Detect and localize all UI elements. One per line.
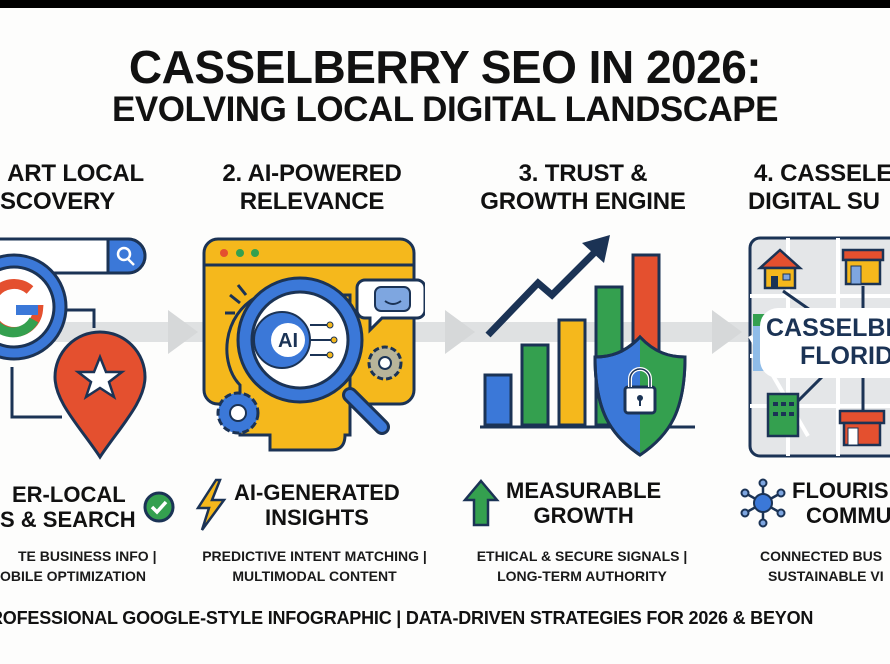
top-black-bar <box>0 0 890 8</box>
flow-arrow-icon <box>168 310 198 354</box>
svg-text:AI: AI <box>278 330 298 352</box>
footer-tagline: ROFESSIONAL GOOGLE-STYLE INFOGRAPHIC | D… <box>0 608 814 628</box>
step-3-details: ETHICAL & SECURE SIGNALS | LONG-TERM AUT… <box>476 548 688 584</box>
main-title: CASSELBERRY SEO IN 2026: <box>128 41 762 93</box>
step-4-title: 4. CASSELE DIGITAL SU <box>748 160 890 215</box>
network-hub-icon <box>740 478 786 528</box>
step-4-details: CONNECTED BUS SUSTAINABLE VI <box>760 548 884 584</box>
step-1-title: ART LOCAL SCOVERY <box>0 160 144 215</box>
step-4-benefit: FLOURIS COMMU <box>740 478 890 528</box>
map-label: CASSELBE FLORID <box>766 314 890 370</box>
lightning-bolt-icon <box>195 478 227 531</box>
city-map-icon: CASSELBE FLORID <box>748 236 890 458</box>
flow-arrow-icon <box>445 310 475 354</box>
step-2-title: 2. AI-POWERED RELEVANCE <box>222 160 402 215</box>
check-circle-icon <box>143 491 175 523</box>
step-2-benefit: AI-GENERATED INSIGHTS <box>194 478 400 532</box>
step-1-benefit: ER-LOCAL S & SEARCH <box>0 482 176 532</box>
step-3-title: 3. TRUST & GROWTH ENGINE <box>480 160 686 215</box>
bar-chart-shield-icon <box>480 235 710 465</box>
step-1-details: TE BUSINESS INFO | OBILE OPTIMIZATION <box>0 548 157 584</box>
flow-arrow-icon <box>712 310 742 354</box>
main-subtitle: EVOLVING LOCAL DIGITAL LANDSCAPE <box>112 90 778 129</box>
google-search-map-pin-icon <box>0 232 160 462</box>
step-2-details: PREDICTIVE INTENT MATCHING | MULTIMODAL … <box>202 548 427 584</box>
ai-magnifier-head-icon: AI <box>200 235 427 465</box>
step-3-benefit: MEASURABLE GROWTH <box>462 478 661 528</box>
up-arrow-icon <box>462 479 500 527</box>
